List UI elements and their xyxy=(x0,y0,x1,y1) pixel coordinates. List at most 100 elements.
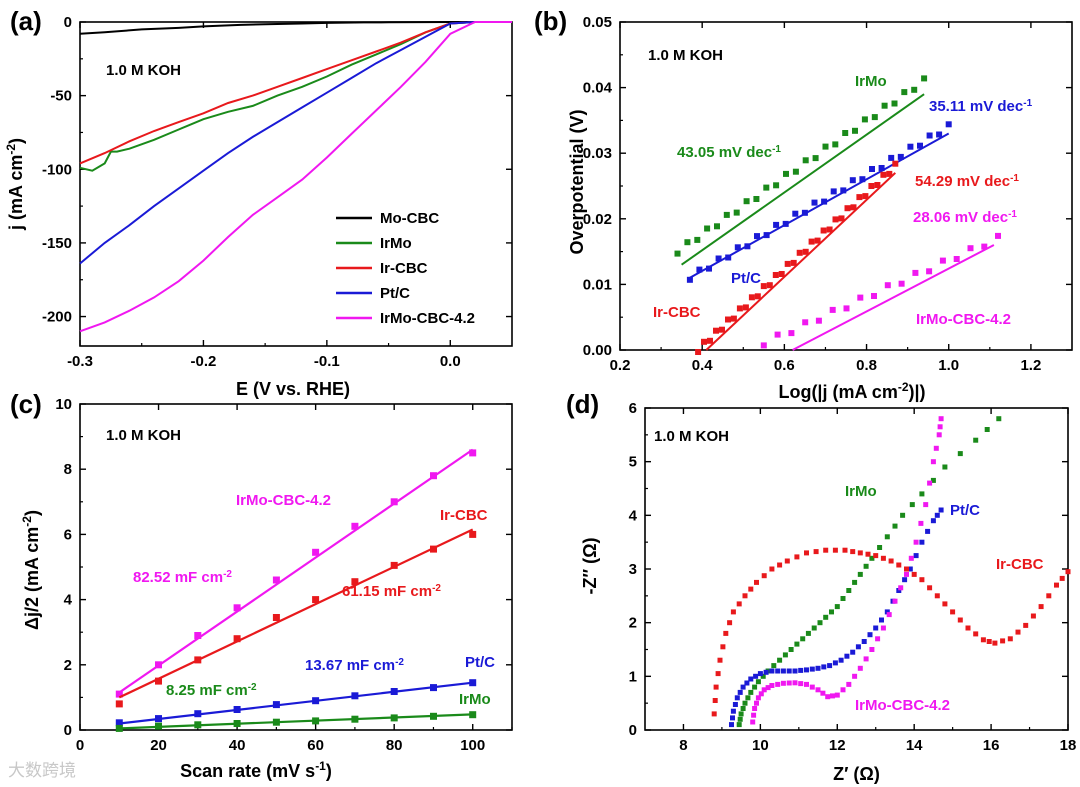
x-tick-label-a: -0.2 xyxy=(190,353,216,370)
data-point-irmo-cbc-4-2 xyxy=(918,520,924,526)
data-point-ir-cbc xyxy=(802,248,809,255)
data-point-irmo-cbc-4-2 xyxy=(857,294,864,301)
x-tick-label-d: 12 xyxy=(829,737,846,754)
x-tick-label-c: 40 xyxy=(229,737,246,754)
data-point-irmo-cbc-4-2 xyxy=(788,330,795,337)
data-point-irmo-cbc-4-2 xyxy=(815,687,821,693)
y-tick-label-d: 3 xyxy=(629,561,637,578)
data-point-pt-c xyxy=(926,132,933,139)
data-point-ir-cbc xyxy=(754,579,759,585)
y-tick-label-c: 10 xyxy=(55,396,72,413)
x-tick-label-a: 0.0 xyxy=(440,353,461,370)
data-point-pt-c xyxy=(850,649,856,655)
x-tick-label-a: -0.1 xyxy=(314,353,340,370)
data-point-pt-c xyxy=(844,653,850,659)
data-point-ir-cbc xyxy=(730,609,736,615)
data-point-ir-cbc xyxy=(934,593,940,599)
data-point-irmo-cbc-4-2 xyxy=(884,282,891,289)
data-point-ir-cbc xyxy=(784,260,791,267)
data-point-ir-cbc xyxy=(880,171,887,178)
data-point-irmo xyxy=(390,714,398,722)
panel-note-d: 1.0 M KOH xyxy=(654,428,729,445)
data-point-pt-c xyxy=(902,577,908,583)
data-point-ir-cbc xyxy=(754,293,761,300)
data-point-ir-cbc xyxy=(155,677,162,685)
data-point-irmo-cbc-4-2 xyxy=(760,342,767,349)
data-point-irmo xyxy=(312,717,320,725)
data-point-pt-c xyxy=(233,706,241,713)
data-point-irmo xyxy=(930,477,936,483)
x-tick-label-d: 16 xyxy=(983,737,1000,754)
x-tick-label-a: -0.3 xyxy=(67,353,93,370)
data-point-irmo-cbc-4-2 xyxy=(825,694,831,700)
data-point-irmo xyxy=(861,116,868,123)
data-point-irmo-cbc-4-2 xyxy=(840,687,846,693)
data-point-ir-cbc xyxy=(1030,613,1036,619)
data-point-ir-cbc xyxy=(857,550,863,556)
data-point-irmo-cbc-4-2 xyxy=(750,719,756,725)
y-tick-label-c: 4 xyxy=(64,592,73,609)
data-point-ir-cbc xyxy=(842,547,848,553)
panel-tag-c: (c) xyxy=(10,389,42,419)
data-point-irmo xyxy=(800,636,806,642)
data-point-ir-cbc xyxy=(832,547,838,553)
annotation-label-d: Pt/C xyxy=(950,502,980,519)
data-point-ir-cbc xyxy=(1046,593,1052,599)
data-point-ir-cbc xyxy=(886,170,893,177)
data-point-ir-cbc xyxy=(868,183,875,189)
x-axis-label-d: Z′ (Ω) xyxy=(833,764,880,784)
data-point-irmo-cbc-4-2 xyxy=(913,539,919,545)
data-point-ir-cbc xyxy=(986,639,992,644)
data-point-irmo xyxy=(742,700,748,706)
data-point-irmo-cbc-4-2 xyxy=(852,673,858,679)
data-point-irmo xyxy=(272,718,280,726)
legend-label: IrMo xyxy=(380,235,412,252)
data-point-ir-cbc xyxy=(736,601,742,607)
y-tick-label-b: 0.01 xyxy=(583,276,612,293)
data-point-irmo-cbc-4-2 xyxy=(937,424,943,430)
data-point-pt-c xyxy=(737,689,743,695)
data-point-irmo-cbc-4-2 xyxy=(939,257,946,264)
data-point-ir-cbc xyxy=(717,657,723,663)
data-point-irmo-cbc-4-2 xyxy=(846,681,852,687)
data-point-irmo-cbc-4-2 xyxy=(809,684,815,690)
annotation-label-b: IrMo xyxy=(855,73,887,90)
data-point-pt-c xyxy=(696,266,703,273)
y-tick-label-a: -200 xyxy=(42,309,72,326)
data-point-ir-cbc xyxy=(1000,638,1006,644)
data-point-ir-cbc xyxy=(730,315,737,322)
data-point-irmo-cbc-4-2 xyxy=(923,502,929,508)
data-point-pt-c xyxy=(430,684,437,692)
y-tick-label-c: 2 xyxy=(64,657,72,674)
plot-frame-c xyxy=(79,403,513,731)
data-point-ir-cbc xyxy=(832,216,839,223)
data-point-pt-c xyxy=(715,255,722,262)
data-point-ir-cbc xyxy=(874,182,881,188)
data-point-ir-cbc xyxy=(790,259,797,266)
fit-line-pt-c xyxy=(119,681,473,725)
data-point-irmo-cbc-4-2 xyxy=(863,656,869,662)
data-point-ir-cbc xyxy=(1023,622,1029,628)
data-point-irmo xyxy=(802,157,809,164)
data-point-ir-cbc xyxy=(850,549,856,555)
data-point-irmo xyxy=(857,571,863,577)
data-point-pt-c xyxy=(769,668,775,674)
data-point-irmo xyxy=(942,464,948,470)
data-point-ir-cbc xyxy=(865,551,871,557)
data-point-irmo xyxy=(469,711,477,719)
data-point-irmo xyxy=(115,724,123,732)
data-point-ir-cbc xyxy=(713,327,719,334)
data-point-ir-cbc xyxy=(777,562,783,568)
data-point-irmo-cbc-4-2 xyxy=(755,695,761,701)
annotation-label-c: Pt/C xyxy=(465,654,495,671)
annotation-label-b: Ir-CBC xyxy=(653,304,701,321)
data-point-irmo xyxy=(743,198,750,205)
data-point-ir-cbc xyxy=(965,625,971,631)
data-point-irmo-cbc-4-2 xyxy=(930,459,936,465)
panel-note-a: 1.0 M KOH xyxy=(106,62,181,79)
plot-frame-a xyxy=(79,21,513,347)
data-point-pt-c xyxy=(748,676,754,682)
data-point-pt-c xyxy=(775,668,781,674)
data-point-irmo xyxy=(852,579,858,585)
data-point-pt-c xyxy=(754,233,760,240)
